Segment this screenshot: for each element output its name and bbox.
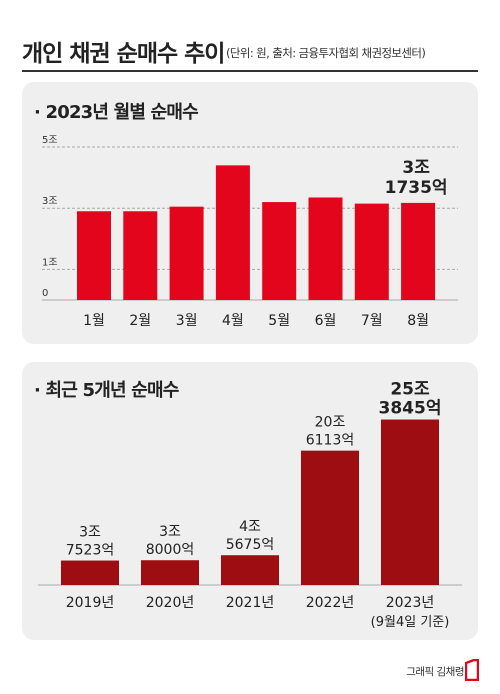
data-label: 4조 [239,519,261,535]
x-tick-label: 2월 [129,313,151,329]
x-tick-label: 8월 [407,313,429,329]
data-label: 5675억 [226,537,275,553]
header-divider [22,70,478,72]
data-label: 6113억 [306,433,355,449]
x-tick-label: 7월 [361,313,383,329]
y-tick-label: 1조 [42,257,58,268]
data-label: 3조 [159,524,181,540]
x-tick-note: (9월4일 기준) [371,615,450,630]
data-label: 3845억 [379,399,442,419]
monthly-chart-title: · 2023년 월별 순매수 [34,102,199,123]
bar [215,165,250,300]
x-tick-label: 2019년 [66,595,115,611]
data-label: 3조 [79,525,101,541]
data-label: 20조 [315,415,346,431]
graphic-credit: 그래픽 김채령 [406,666,464,678]
yearly-chart: 3조 7523억 2019년 3조 8000억 2020년 4조 5675억 2021년 20조 6… [38,380,462,630]
yearly-chart-panel: · 최근 5개년 순매수 3조 7523억 2019년 3조 8000억 2020년 4조 5… [22,362,478,640]
monthly-chart-panel: · 2023년 월별 순매수 5조 3조 1조 0 1월 2월 3월 4월 5월 6월 7월 8월 3조… [22,82,478,344]
bar [381,419,439,585]
page-title: 개인 채권 순매수 추이 [22,41,225,67]
data-label: 7523억 [66,543,115,559]
data-label: 3조 [402,158,430,178]
x-tick-label: 2022년 [306,595,355,611]
publisher-logo-icon [465,659,479,681]
x-tick-label: 3월 [176,313,198,329]
unit-source-note: (단위: 원, 출처: 금융투자협회 채권정보센터) [226,46,426,60]
yearly-chart-title: · 최근 5개년 순매수 [34,380,179,401]
bar [77,211,111,300]
x-tick-label: 5월 [268,313,290,329]
x-tick-label: 4월 [222,313,244,329]
data-label: 1735억 [385,178,448,198]
data-label: 8000억 [146,542,195,558]
bar [61,560,119,585]
y-tick-label: 3조 [42,196,58,207]
bar [221,555,279,585]
bar [169,206,204,300]
x-tick-label: 2021년 [226,595,275,611]
bar [301,450,359,585]
x-tick-label: 2020년 [146,595,195,611]
y-tick-label: 0 [42,288,48,299]
bar [262,202,297,300]
bar [123,211,158,300]
y-tick-label: 5조 [42,135,58,146]
bar [141,560,199,585]
bar [354,203,389,300]
x-tick-label: 6월 [315,313,337,329]
bar [308,197,343,300]
data-label: 25조 [390,380,430,400]
x-tick-label: 1월 [83,313,105,329]
x-tick-label: 2023년 [386,595,435,611]
bar [401,202,436,300]
